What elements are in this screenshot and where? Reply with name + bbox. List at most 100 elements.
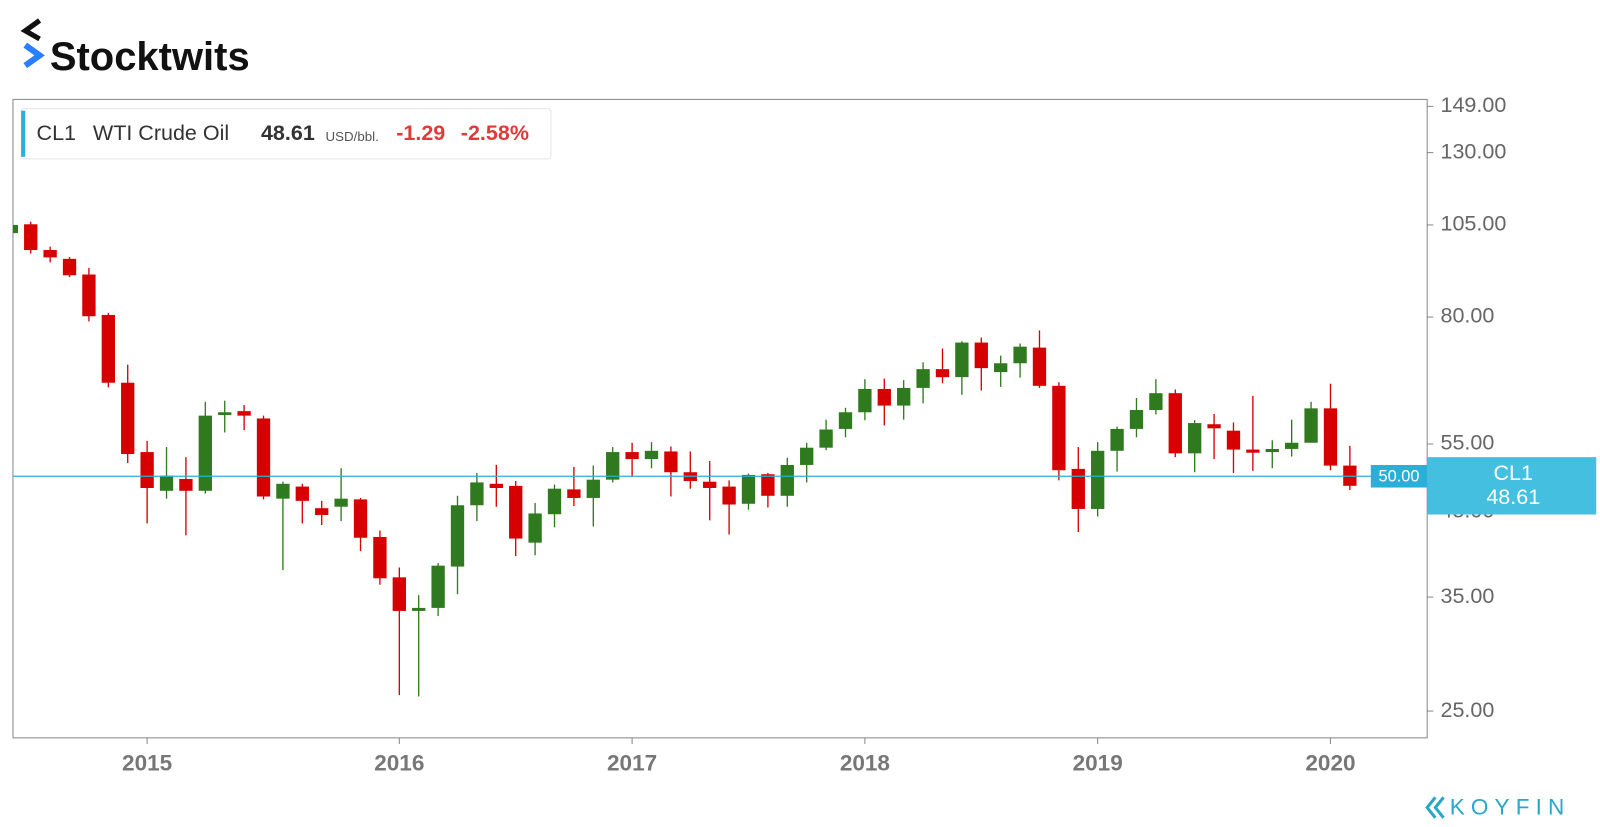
axes: 25.0035.0045.0055.0080.00105.00130.00149… xyxy=(122,93,1506,775)
footer-brand: KOYFIN xyxy=(1450,795,1571,820)
candle-body xyxy=(606,452,620,480)
candle-body xyxy=(819,429,833,448)
candle-body xyxy=(1071,468,1085,509)
last-tag-value: 48.61 xyxy=(1486,485,1540,509)
footer-logo: KOYFIN xyxy=(1425,795,1571,820)
candle-body xyxy=(470,482,484,506)
candle-body xyxy=(431,565,445,608)
reference-label: 50.00 xyxy=(1378,468,1419,486)
candle-body xyxy=(974,342,988,369)
logo: Stocktwits xyxy=(20,18,250,79)
last-price-tag xyxy=(1427,457,1597,515)
x-tick-label: 2018 xyxy=(840,750,890,775)
candle-body xyxy=(24,224,38,251)
quote-header: CL1 WTI Crude Oil 48.61 USD/bbl. -1.29 -… xyxy=(20,108,552,160)
candle-body xyxy=(1226,430,1241,450)
candles xyxy=(12,221,1357,697)
candle-body xyxy=(334,498,348,507)
x-tick-label: 2017 xyxy=(607,750,657,775)
candle-body xyxy=(1149,393,1163,411)
symbol: CL1 xyxy=(37,121,76,145)
candle-body xyxy=(198,415,212,491)
candle-body xyxy=(450,505,465,567)
candle-body xyxy=(838,412,853,429)
plot-frame xyxy=(12,98,1428,739)
candle-body xyxy=(916,369,930,388)
candle-body xyxy=(140,452,154,488)
candle-body xyxy=(353,499,368,538)
candle-body xyxy=(237,411,251,416)
change-pct: -2.58% xyxy=(461,121,529,145)
candle-body xyxy=(121,382,135,454)
candle-body xyxy=(664,451,678,473)
candle-body xyxy=(1246,449,1260,453)
candle-body xyxy=(800,447,814,465)
candle-body xyxy=(101,314,115,383)
candle-body xyxy=(295,486,309,501)
candle-body xyxy=(722,486,736,505)
x-tick-label: 2020 xyxy=(1305,750,1355,775)
x-tick-label: 2019 xyxy=(1073,750,1123,775)
candle-body xyxy=(82,274,96,317)
y-tick-label: 130.00 xyxy=(1440,139,1506,163)
candle-body xyxy=(897,387,911,406)
change: -1.29 xyxy=(396,121,445,145)
candle-body xyxy=(1129,410,1144,429)
candle-body xyxy=(373,536,387,579)
candle-body xyxy=(1188,423,1202,454)
candle-body xyxy=(586,479,600,498)
candle-body xyxy=(179,478,193,491)
y-tick-label: 105.00 xyxy=(1440,212,1506,236)
candle-body xyxy=(1032,347,1047,386)
price: 48.61 xyxy=(261,121,315,145)
candle-body xyxy=(994,363,1008,373)
candle-body xyxy=(1207,424,1221,429)
candle-body xyxy=(489,483,503,488)
candle-body xyxy=(1304,408,1318,443)
brand: Stocktwits xyxy=(50,35,250,79)
candle-body xyxy=(315,508,329,515)
x-tick-label: 2015 xyxy=(122,750,172,775)
candle-body xyxy=(12,224,18,234)
candle-body xyxy=(741,474,756,504)
candle-body xyxy=(392,577,406,611)
header-accent xyxy=(21,110,26,157)
candle-body xyxy=(935,369,950,378)
reference-label-box xyxy=(1370,464,1428,488)
candle-body xyxy=(43,250,57,258)
candle-body xyxy=(761,474,775,496)
unit: USD/bbl. xyxy=(326,129,379,144)
candle-body xyxy=(159,475,174,491)
candle-body xyxy=(955,342,969,378)
x-tick-label: 2016 xyxy=(374,750,424,775)
candle-body xyxy=(276,483,290,499)
candle-body xyxy=(412,607,426,611)
candle-body xyxy=(1265,448,1279,453)
candle-body xyxy=(1013,346,1027,364)
candle-body xyxy=(644,450,659,460)
candle-body xyxy=(1091,450,1105,509)
candle-body xyxy=(858,388,872,413)
last-tag-symbol: CL1 xyxy=(1494,461,1533,485)
y-tick-label: 25.00 xyxy=(1440,698,1494,722)
candle-body xyxy=(703,481,717,488)
instrument-name: WTI Crude Oil xyxy=(93,121,229,145)
candle-body xyxy=(528,513,542,543)
y-tick-label: 80.00 xyxy=(1440,304,1494,328)
y-tick-label: 55.00 xyxy=(1440,431,1494,455)
candle-body xyxy=(1168,393,1182,454)
candle-body xyxy=(547,488,562,515)
candle-body xyxy=(509,485,523,539)
y-tick-label: 149.00 xyxy=(1440,93,1506,117)
candle-body xyxy=(1323,408,1338,466)
candle-body xyxy=(1052,385,1066,471)
candle-body xyxy=(218,412,232,416)
candle-body xyxy=(625,452,639,460)
y-tick-label: 35.00 xyxy=(1440,584,1494,608)
candle-body xyxy=(1110,428,1124,451)
candle-body xyxy=(780,464,794,496)
candle-body xyxy=(62,258,77,276)
candle-body xyxy=(877,388,891,406)
